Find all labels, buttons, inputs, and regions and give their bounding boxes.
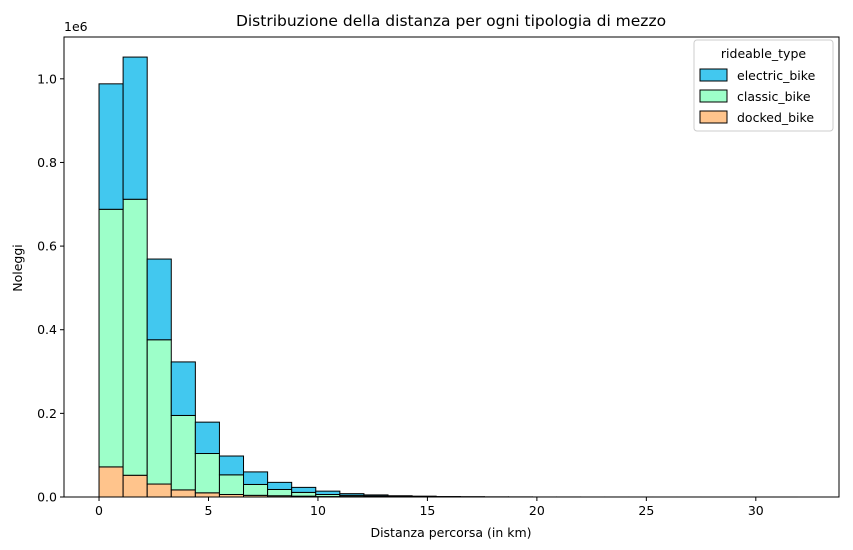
bar-electric_bike-bin-0 bbox=[98, 83, 124, 210]
bar-electric_bike-bin-10 bbox=[339, 493, 365, 496]
y-axis-label: Noleggi bbox=[10, 244, 25, 292]
bar-electric_bike-bin-1 bbox=[122, 56, 148, 200]
x-tick-label: 20 bbox=[529, 503, 545, 518]
bar-classic_bike-bin-4 bbox=[194, 453, 220, 494]
legend: rideable_type electric_bike classic_bikedo… bbox=[693, 39, 834, 132]
legend-label-classic_bike: classic_bike bbox=[737, 89, 811, 104]
x-tick-label: 10 bbox=[310, 503, 326, 518]
legend-box bbox=[693, 39, 834, 132]
bar-classic_bike-bin-6 bbox=[243, 483, 269, 496]
bar-electric_bike-bin-8 bbox=[291, 486, 317, 493]
bar-classic_bike-bin-0 bbox=[98, 208, 124, 468]
y-tick-label: 0.4 bbox=[37, 322, 57, 337]
chart-title: Distribuzione della distanza per ogni ti… bbox=[236, 12, 666, 30]
legend-label-docked_bike: docked_bike bbox=[737, 110, 814, 125]
x-tick-label: 0 bbox=[95, 503, 103, 518]
bar-electric_bike-bin-6 bbox=[243, 471, 269, 485]
bar-electric_bike-bin-2 bbox=[146, 258, 172, 341]
legend-swatch-docked_bike bbox=[699, 110, 728, 124]
bar-classic_bike-bin-5 bbox=[218, 474, 245, 495]
bar-docked_bike-bin-0 bbox=[98, 466, 124, 498]
y-tick-label: 1.0 bbox=[37, 71, 57, 86]
bar-electric_bike-bin-11 bbox=[363, 494, 389, 497]
legend-swatch-electric_bike bbox=[699, 68, 728, 82]
bar-classic_bike-bin-8 bbox=[291, 491, 317, 497]
bar-classic_bike-bin-3 bbox=[170, 414, 196, 491]
legend-label-electric_bike: electric_bike bbox=[737, 68, 816, 83]
bar-electric_bike-bin-3 bbox=[170, 361, 196, 416]
bar-docked_bike-bin-2 bbox=[146, 483, 172, 498]
bar-electric_bike-bin-9 bbox=[315, 490, 341, 495]
bar-docked_bike-bin-1 bbox=[122, 474, 148, 498]
x-tick-label: 15 bbox=[419, 503, 435, 518]
bar-classic_bike-bin-1 bbox=[122, 198, 148, 476]
bar-electric_bike-bin-12 bbox=[387, 495, 413, 497]
x-axis: 0 5 10 15 20 25 30 bbox=[95, 497, 764, 518]
plot-frame bbox=[63, 36, 840, 498]
y-tick-label: 0.6 bbox=[37, 239, 57, 254]
bar-classic_bike-bin-7 bbox=[267, 488, 293, 497]
bar-classic_bike-bin-2 bbox=[146, 339, 172, 485]
bar-docked_bike-bin-4 bbox=[194, 492, 220, 498]
legend-title: rideable_type bbox=[721, 46, 806, 61]
y-axis: 0.0 0.2 0.4 0.6 0.8 1.0 bbox=[37, 71, 64, 505]
legend-swatch-classic_bike bbox=[699, 89, 728, 103]
y-scale-label: 1e6 bbox=[64, 19, 88, 34]
x-tick-label: 5 bbox=[205, 503, 213, 518]
x-axis-label: Distanza percorsa (in km) bbox=[370, 525, 531, 540]
bar-electric_bike-bin-4 bbox=[194, 421, 220, 455]
x-tick-label: 25 bbox=[638, 503, 654, 518]
bar-electric_bike-bin-5 bbox=[218, 455, 245, 476]
x-tick-label: 30 bbox=[748, 503, 764, 518]
y-tick-label: 0.8 bbox=[37, 155, 57, 170]
bar-docked_bike-bin-3 bbox=[170, 489, 196, 498]
y-tick-label: 0.0 bbox=[37, 490, 57, 505]
y-tick-label: 0.2 bbox=[37, 406, 57, 421]
bar-electric_bike-bin-7 bbox=[267, 481, 293, 490]
